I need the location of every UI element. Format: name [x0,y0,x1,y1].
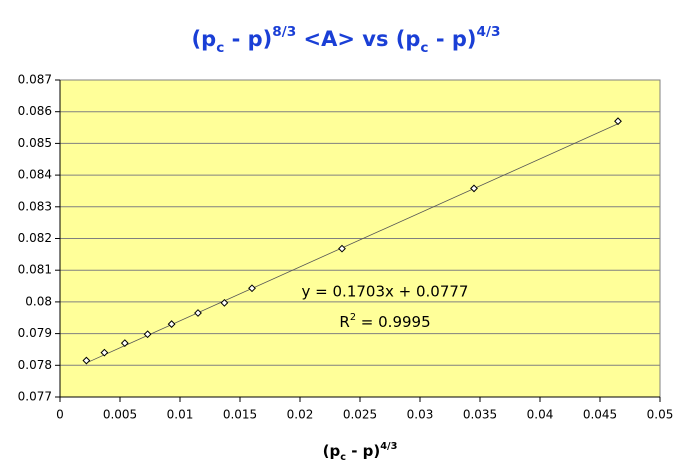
x-tick-label: 0 [56,408,64,422]
r-squared: R2 = 0.9995 [339,312,430,331]
trendline [86,123,619,364]
text-part: <A> vs (p [296,27,420,51]
y-tick-label: 0.082 [18,231,52,245]
x-tick-label: 0.035 [463,408,497,422]
text-part: c [420,40,428,56]
data-point [143,330,152,339]
x-tick-label: 0.015 [223,408,257,422]
data-point [248,284,256,293]
x-tick-label: 0.01 [167,408,194,422]
y-tick-label: 0.086 [18,104,52,118]
data-point [338,244,346,253]
y-tick-label: 0.081 [18,263,52,277]
text-part: c [340,452,346,463]
x-tick-label: 0.03 [407,408,434,422]
y-tick-label: 0.078 [18,358,52,372]
x-tick-label: 0.02 [287,408,314,422]
x-tick-label: 0.005 [103,408,137,422]
y-tick-label: 0.084 [18,168,52,182]
text-part: (p [323,442,341,460]
text-part: - p) [429,27,477,51]
text-part: - p) [224,27,272,51]
chart-title: (pc - p)8/3 <A> vs (pc - p)4/3 [192,24,501,56]
y-tick-label: 0.085 [18,136,52,150]
data-point [120,339,129,348]
text-part: 2 [350,312,356,323]
x-tick-label: 0.04 [527,408,554,422]
data-point [614,117,622,126]
text-part: 8/3 [272,24,296,40]
x-tick-label: 0.045 [583,408,617,422]
text-part: 4/3 [476,24,500,40]
x-tick-label: 0.05 [647,408,674,422]
y-tick-label: 0.079 [18,326,52,340]
text-part: (p [192,27,217,51]
text-part: = 0.9995 [356,313,431,331]
data-point [220,298,229,307]
y-tick-label: 0.08 [25,294,52,308]
data-point [82,356,91,365]
x-tick-label: 0.025 [343,408,377,422]
data-point [194,309,202,317]
data-point [470,184,478,193]
text-part: - p) [346,442,380,460]
text-part: 4/3 [380,441,397,452]
text-part: R [339,313,349,331]
y-tick-label: 0.083 [18,199,52,213]
data-point [167,320,176,328]
y-tick-label: 0.087 [18,73,52,87]
x-axis-label: (pc - p)4/3 [323,441,398,463]
text-part: c [216,40,224,56]
data-point [100,348,109,357]
y-tick-label: 0.077 [18,390,52,404]
trendline-equation: y = 0.1703x + 0.0777 [302,283,469,301]
